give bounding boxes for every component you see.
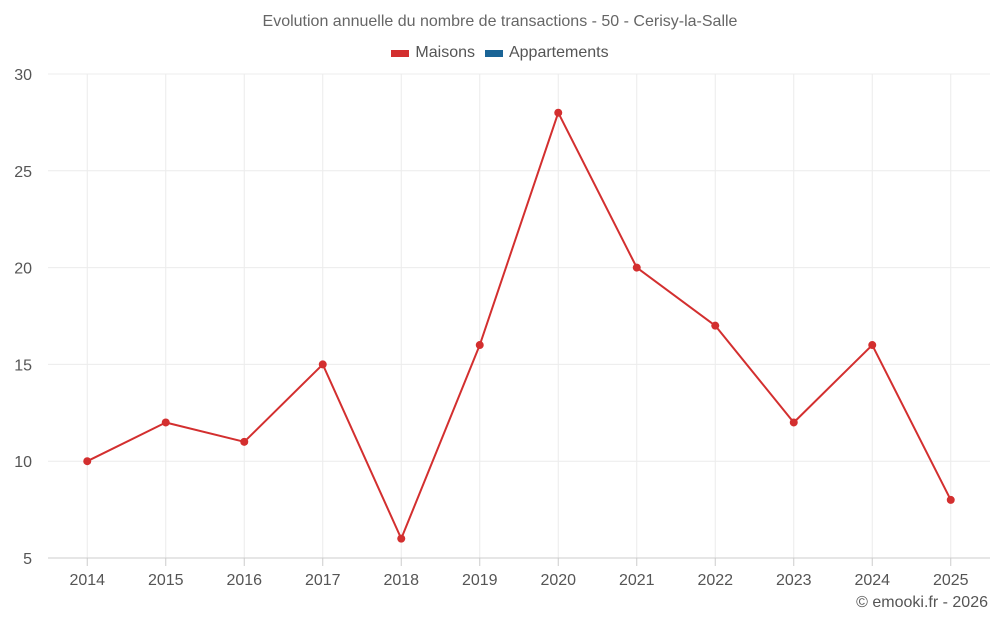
data-point[interactable] xyxy=(711,321,720,330)
data-point[interactable] xyxy=(789,418,798,427)
grid xyxy=(48,73,990,558)
y-tick-label: 25 xyxy=(14,164,32,181)
x-tick-label: 2021 xyxy=(619,572,655,589)
chart-title: Evolution annuelle du nombre de transact… xyxy=(262,13,738,30)
y-tick-label: 20 xyxy=(14,261,32,278)
credit-text: © emooki.fr - 2026 xyxy=(856,594,988,611)
y-tick-label: 30 xyxy=(14,67,32,84)
x-tick-label: 2016 xyxy=(226,572,262,589)
x-tick-label: 2014 xyxy=(69,572,105,589)
data-point[interactable] xyxy=(161,418,170,427)
x-tick-label: 2020 xyxy=(540,572,576,589)
data-point[interactable] xyxy=(240,437,249,446)
x-tick-label: 2023 xyxy=(776,572,812,589)
legend-label-maisons: Maisons xyxy=(415,44,475,61)
y-tick-label: 15 xyxy=(14,357,32,374)
x-tick-label: 2018 xyxy=(383,572,419,589)
x-tick-label: 2019 xyxy=(462,572,498,589)
x-tick-label: 2025 xyxy=(933,572,969,589)
legend: Maisons Appartements xyxy=(0,44,1000,62)
x-tick-label: 2015 xyxy=(148,572,184,589)
data-point[interactable] xyxy=(632,263,641,272)
data-point[interactable] xyxy=(475,341,484,350)
x-tick-label: 2017 xyxy=(305,572,341,589)
y-tick-label: 5 xyxy=(23,551,32,568)
legend-item-maisons[interactable]: Maisons xyxy=(391,44,475,62)
data-point[interactable] xyxy=(946,495,955,504)
legend-swatch-appartements xyxy=(484,49,503,57)
data-point[interactable] xyxy=(868,341,877,350)
y-tick-label: 10 xyxy=(14,454,32,471)
legend-swatch-maisons xyxy=(391,49,410,57)
data-point[interactable] xyxy=(554,108,563,117)
data-point[interactable] xyxy=(397,534,406,543)
data-point[interactable] xyxy=(318,360,327,369)
x-tick-label: 2024 xyxy=(854,572,890,589)
legend-item-appartements[interactable]: Appartements xyxy=(484,44,609,62)
x-tick-label: 2022 xyxy=(697,572,733,589)
series xyxy=(83,108,955,543)
series-line-maisons xyxy=(86,111,952,540)
data-point[interactable] xyxy=(83,457,92,466)
legend-label-appartements: Appartements xyxy=(508,44,609,61)
